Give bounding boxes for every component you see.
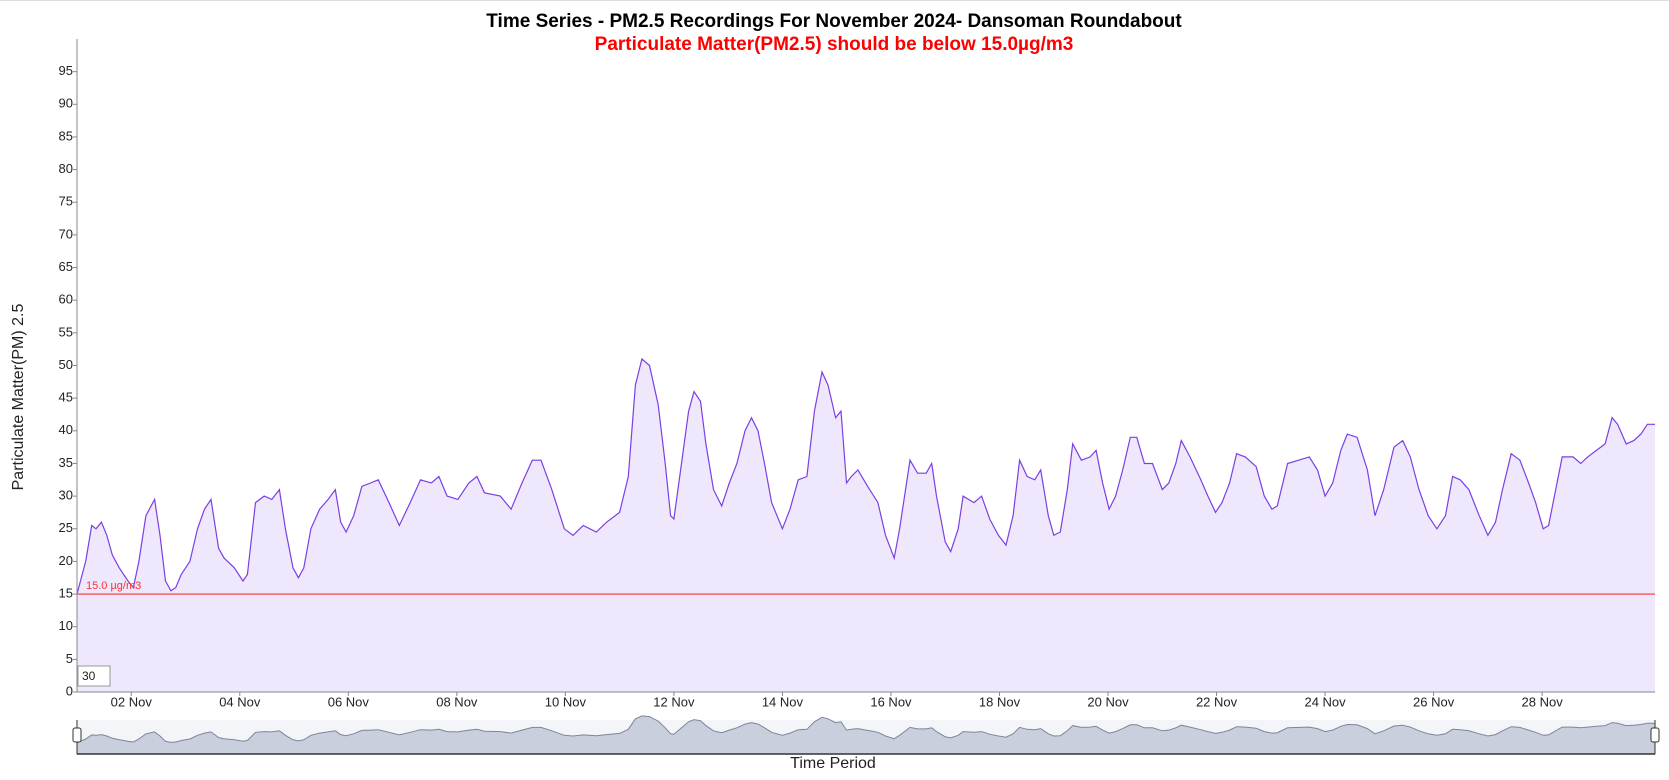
x-axis-label: Time Period — [790, 755, 876, 772]
x-tick-label: 12 Nov — [653, 694, 695, 709]
x-tick-label: 24 Nov — [1304, 694, 1346, 709]
x-tick-label: 10 Nov — [545, 694, 587, 709]
y-tick-label: 35 — [59, 455, 73, 470]
chart-subtitle: Particulate Matter(PM2.5) should be belo… — [595, 34, 1074, 55]
line — [76, 357, 1655, 595]
x-tick-label: 08 Nov — [436, 694, 478, 709]
y-tick-label: 30 — [59, 488, 73, 503]
y-tick-label: 40 — [59, 422, 73, 437]
x-tick-label: 02 Nov — [111, 694, 153, 709]
roll-period-value[interactable]: 30 — [82, 669, 96, 683]
y-tick-label: 5 — [66, 651, 73, 666]
y-tick-label: 80 — [59, 161, 73, 176]
y-tick-label: 85 — [59, 128, 73, 143]
chart-title: Time Series - PM2.5 Recordings For Novem… — [486, 11, 1182, 32]
y-tick-label: 0 — [66, 683, 73, 698]
range-handle[interactable] — [72, 727, 82, 743]
x-tick-label: 04 Nov — [219, 694, 261, 709]
y-tick-label: 70 — [59, 226, 73, 241]
y-tick-label: 25 — [59, 520, 73, 535]
y-axis-label: Particulate Matter(PM) 2.5 — [10, 304, 27, 491]
x-tick-label: 16 Nov — [870, 694, 912, 709]
x-tick-label: 18 Nov — [979, 694, 1021, 709]
y-tick-label: 15 — [59, 585, 73, 600]
x-tick-label: 20 Nov — [1087, 694, 1129, 709]
range-selector-area — [76, 715, 1656, 755]
y-tick-label: 45 — [59, 390, 73, 405]
threshold-label: 15.0 µg/m3 — [86, 580, 141, 592]
y-tick-label: 90 — [59, 96, 73, 111]
y-tick-label: 65 — [59, 259, 73, 274]
x-tick-label: 26 Nov — [1413, 694, 1455, 709]
y-tick-label: 20 — [59, 553, 73, 568]
x-tick-label: 06 Nov — [328, 694, 370, 709]
y-tick-label: 95 — [59, 63, 73, 78]
y-tick-label: 50 — [59, 357, 73, 372]
x-tick-label: 22 Nov — [1196, 694, 1238, 709]
area — [77, 359, 1655, 692]
y-tick-label: 10 — [59, 618, 73, 633]
range-handle[interactable] — [1650, 727, 1660, 743]
roll-period-input[interactable] — [77, 665, 111, 687]
y-tick-label: 60 — [59, 292, 73, 307]
x-tick-label: 14 Nov — [762, 694, 804, 709]
y-tick-label: 75 — [59, 194, 73, 209]
y-tick-label: 55 — [59, 324, 73, 339]
x-tick-label: 28 Nov — [1522, 694, 1564, 709]
